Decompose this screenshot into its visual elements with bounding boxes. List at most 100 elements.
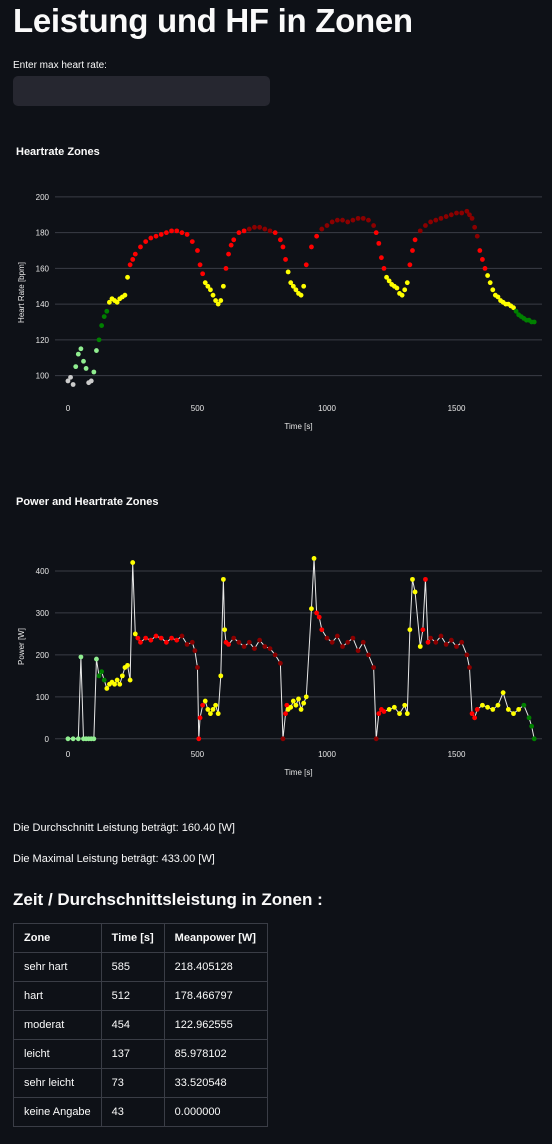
data-point bbox=[215, 301, 221, 307]
average-power-text: Die Durchschnitt Leistung beträgt: 160.4… bbox=[13, 822, 235, 834]
data-point bbox=[78, 346, 84, 352]
data-point bbox=[433, 639, 439, 645]
data-point bbox=[267, 228, 273, 234]
data-point bbox=[130, 257, 136, 262]
data-point bbox=[94, 348, 99, 353]
data-point bbox=[511, 711, 516, 717]
data-point bbox=[438, 215, 444, 221]
data-point bbox=[386, 707, 392, 712]
data-point bbox=[73, 364, 79, 370]
data-point bbox=[490, 707, 496, 712]
y-tick-label: 120 bbox=[36, 336, 50, 345]
data-point bbox=[280, 244, 286, 250]
data-point bbox=[298, 707, 304, 712]
data-point bbox=[148, 637, 154, 643]
data-point bbox=[438, 633, 444, 639]
x-tick-label: 1500 bbox=[448, 404, 466, 413]
data-point bbox=[184, 232, 190, 237]
data-point bbox=[412, 237, 418, 243]
data-point bbox=[373, 736, 379, 742]
data-point bbox=[425, 639, 431, 645]
data-point bbox=[197, 715, 203, 721]
data-point bbox=[267, 646, 273, 651]
data-point bbox=[236, 639, 242, 645]
data-point bbox=[174, 228, 180, 234]
data-point bbox=[223, 265, 229, 271]
data-point bbox=[153, 233, 159, 239]
data-point bbox=[386, 278, 392, 284]
data-point bbox=[324, 223, 330, 228]
data-point bbox=[153, 633, 159, 639]
data-point bbox=[329, 219, 335, 225]
data-point bbox=[246, 226, 252, 232]
data-point bbox=[309, 606, 314, 612]
data-point bbox=[412, 589, 418, 595]
data-point bbox=[334, 633, 340, 639]
data-point bbox=[448, 637, 454, 643]
data-point bbox=[228, 242, 234, 248]
data-point bbox=[397, 711, 402, 717]
data-point bbox=[472, 224, 478, 230]
table-cell: 85.978102 bbox=[163, 1039, 268, 1069]
data-point bbox=[443, 214, 449, 219]
data-point bbox=[213, 702, 219, 708]
data-point bbox=[280, 736, 286, 742]
data-point bbox=[179, 633, 185, 639]
data-point bbox=[485, 704, 491, 710]
data-point bbox=[231, 237, 237, 243]
data-point bbox=[410, 248, 415, 253]
data-point bbox=[513, 308, 519, 314]
data-point bbox=[236, 230, 242, 236]
data-point bbox=[78, 654, 84, 660]
table-row: moderat 454 122.962555 bbox=[13, 1010, 268, 1040]
table-row: sehr leicht 73 33.520548 bbox=[13, 1068, 268, 1098]
zones-table-heading: Zeit / Durchschnittsleistung in Zonen : bbox=[13, 890, 323, 909]
data-point bbox=[423, 576, 428, 582]
table-cell: 218.405128 bbox=[163, 952, 268, 982]
data-point bbox=[277, 237, 283, 243]
data-point bbox=[81, 358, 86, 364]
data-point bbox=[195, 665, 200, 670]
data-point bbox=[384, 274, 389, 280]
data-point bbox=[158, 232, 164, 237]
data-point bbox=[88, 378, 94, 384]
data-point bbox=[104, 686, 110, 691]
table-header-row: Zone Time [s] Meanpower [W] bbox=[13, 923, 268, 953]
data-point bbox=[138, 639, 143, 645]
data-point bbox=[366, 217, 371, 223]
data-point bbox=[241, 228, 247, 234]
data-point bbox=[262, 644, 268, 649]
data-point bbox=[189, 239, 195, 244]
x-tick-label: 1500 bbox=[448, 750, 466, 759]
data-point bbox=[490, 287, 496, 293]
x-tick-label: 1000 bbox=[318, 404, 336, 413]
data-point bbox=[143, 635, 149, 641]
data-point bbox=[75, 351, 81, 357]
table-cell: 33.520548 bbox=[163, 1068, 268, 1098]
data-point bbox=[495, 294, 501, 300]
data-point bbox=[366, 652, 371, 658]
data-point bbox=[417, 228, 423, 234]
table-cell: hart bbox=[13, 981, 102, 1011]
table-cell: 137 bbox=[100, 1039, 165, 1069]
data-point bbox=[205, 707, 211, 712]
max-heart-rate-input[interactable] bbox=[13, 76, 270, 106]
table-cell: keine Angabe bbox=[13, 1097, 102, 1127]
table-cell: 122.962555 bbox=[163, 1010, 268, 1040]
data-point bbox=[197, 262, 203, 268]
data-point bbox=[112, 681, 117, 687]
data-point bbox=[202, 280, 208, 286]
data-point bbox=[205, 283, 211, 289]
data-point bbox=[420, 627, 426, 633]
data-point bbox=[443, 642, 449, 647]
data-point bbox=[360, 639, 366, 645]
table-cell: 43 bbox=[100, 1097, 165, 1127]
data-point bbox=[277, 660, 283, 666]
data-point bbox=[68, 374, 73, 380]
data-point bbox=[531, 319, 537, 325]
data-point bbox=[301, 283, 307, 289]
data-point bbox=[70, 736, 76, 742]
data-point bbox=[101, 314, 107, 320]
data-point bbox=[290, 698, 296, 704]
data-point bbox=[208, 711, 213, 717]
